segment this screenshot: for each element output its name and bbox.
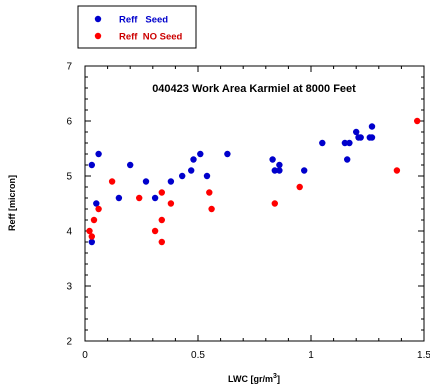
data-point-seed [115, 194, 123, 202]
plot-frame [84, 65, 425, 342]
legend-marker-seed [94, 15, 102, 23]
data-point-no-seed [136, 194, 143, 202]
data-point-seed [301, 167, 308, 174]
legend-label-no-seed: Reff NO Seed [119, 32, 183, 43]
data-point-seed [197, 150, 204, 158]
data-point-seed [368, 134, 376, 141]
data-point-no-seed [296, 183, 303, 191]
data-point-no-seed [206, 189, 213, 196]
data-point-seed [179, 172, 186, 180]
legend-marker-no-seed [94, 32, 102, 40]
data-point-seed [127, 161, 134, 169]
legend-label-seed: Reff Seed [119, 15, 168, 26]
series-no-seed [86, 117, 421, 246]
data-point-seed [271, 167, 278, 174]
series-seed [88, 123, 376, 246]
data-point-seed [368, 123, 376, 130]
x-tick-label: 0 [82, 350, 88, 361]
data-point-seed [167, 178, 175, 185]
data-point-no-seed [158, 216, 165, 224]
data-point-no-seed [95, 205, 102, 213]
y-tick-label: 2 [66, 337, 72, 348]
data-point-no-seed [151, 227, 159, 235]
data-point-no-seed [414, 117, 421, 125]
chart-title: 040423 Work Area Karmiel at 8000 Feet [152, 83, 356, 95]
data-point-seed [151, 194, 159, 202]
data-point-seed [341, 139, 349, 147]
data-point-seed [224, 150, 231, 158]
data-point-seed [95, 150, 102, 158]
data-point-no-seed [158, 238, 165, 246]
data-point-seed [353, 128, 360, 136]
data-point-seed [346, 139, 353, 147]
y-tick-label: 7 [66, 62, 72, 73]
data-point-no-seed [208, 205, 215, 213]
data-point-no-seed [86, 227, 93, 235]
data-point-seed [188, 167, 195, 174]
data-points [86, 117, 421, 246]
data-point-no-seed [108, 178, 116, 185]
y-tick-label: 5 [66, 172, 72, 183]
legend: Reff Seed Reff NO Seed [77, 5, 197, 49]
data-point-seed [319, 139, 326, 147]
y-tick-label: 3 [66, 282, 72, 293]
data-point-no-seed [393, 167, 401, 174]
data-point-seed [142, 178, 150, 185]
data-point-no-seed [158, 189, 165, 196]
y-axis-label: Reff [micron] [7, 175, 17, 231]
data-point-seed [203, 172, 211, 180]
data-point-seed [88, 238, 96, 246]
x-tick-label: 0.5 [191, 350, 205, 361]
y-tick-label: 6 [66, 117, 72, 128]
data-point-seed [276, 161, 283, 169]
data-point-no-seed [88, 233, 96, 240]
data-point-seed [269, 156, 276, 163]
legend-box [77, 5, 197, 49]
y-axis-ticks: 2 3 4 5 6 7 [66, 62, 424, 348]
data-point-seed [276, 167, 283, 174]
x-axis-label: LWC [gr/m3] [228, 373, 280, 384]
y-tick-label: 4 [66, 227, 72, 238]
data-point-no-seed [167, 200, 175, 207]
data-point-seed [88, 161, 96, 169]
data-point-seed [93, 200, 100, 207]
data-point-seed [357, 134, 364, 141]
x-tick-label: 1 [308, 350, 314, 361]
data-point-no-seed [271, 200, 278, 207]
data-point-seed [190, 156, 197, 163]
data-point-no-seed [90, 216, 98, 224]
x-axis-ticks: 0 0.5 1 1.5 [82, 66, 430, 361]
data-point-seed [344, 156, 351, 163]
x-tick-label: 1.5 [417, 350, 430, 361]
